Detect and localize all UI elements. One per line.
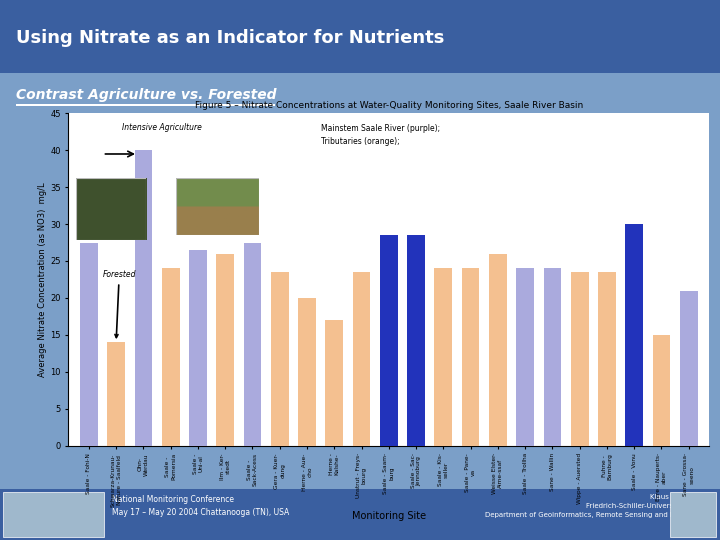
Text: Forested: Forested: [102, 271, 136, 338]
Text: Mainstem Saale River (purple);
Tributaries (orange);: Mainstem Saale River (purple); Tributari…: [320, 124, 440, 146]
Bar: [80, 242, 98, 446]
Bar: [571, 272, 588, 446]
X-axis label: Monitoring Site: Monitoring Site: [352, 511, 426, 521]
Bar: [544, 268, 562, 446]
Text: Intensive Agriculture: Intensive Agriculture: [122, 123, 202, 132]
Bar: [462, 268, 480, 446]
Bar: [271, 272, 289, 446]
Bar: [16, 104, 275, 106]
Y-axis label: Average Nitrate Concentration (as NO3)  mg/L: Average Nitrate Concentration (as NO3) m…: [38, 182, 48, 377]
Text: Contrast Agriculture vs. Forested: Contrast Agriculture vs. Forested: [16, 87, 276, 102]
Bar: [598, 272, 616, 446]
Bar: [107, 342, 125, 446]
Bar: [380, 235, 397, 446]
Bar: [243, 242, 261, 446]
Text: Klaus Bongartz
Friedrich-Schiller-Universität Jena
Department of Geoinformatics,: Klaus Bongartz Friedrich-Schiller-Univer…: [485, 494, 702, 518]
Bar: [298, 298, 316, 446]
Bar: [189, 250, 207, 446]
Bar: [216, 254, 234, 446]
Bar: [162, 268, 179, 446]
Bar: [325, 320, 343, 445]
Text: National Monitoring Conference
May 17 – May 20 2004 Chattanooga (TN), USA: National Monitoring Conference May 17 – …: [112, 495, 289, 517]
Bar: [135, 150, 152, 445]
Bar: [489, 254, 507, 446]
Bar: [434, 268, 452, 446]
Bar: [353, 272, 370, 446]
Bar: [0, 489, 720, 540]
Bar: [626, 224, 643, 446]
Bar: [670, 492, 716, 537]
Bar: [3, 492, 104, 537]
Bar: [516, 268, 534, 446]
Bar: [0, 0, 720, 73]
Bar: [408, 235, 425, 446]
Bar: [652, 335, 670, 446]
Text: Using Nitrate as an Indicator for Nutrients: Using Nitrate as an Indicator for Nutrie…: [16, 29, 444, 47]
Bar: [680, 291, 698, 446]
Title: Figure 5 – Nitrate Concentrations at Water-Quality Monitoring Sites, Saale River: Figure 5 – Nitrate Concentrations at Wat…: [194, 101, 583, 110]
